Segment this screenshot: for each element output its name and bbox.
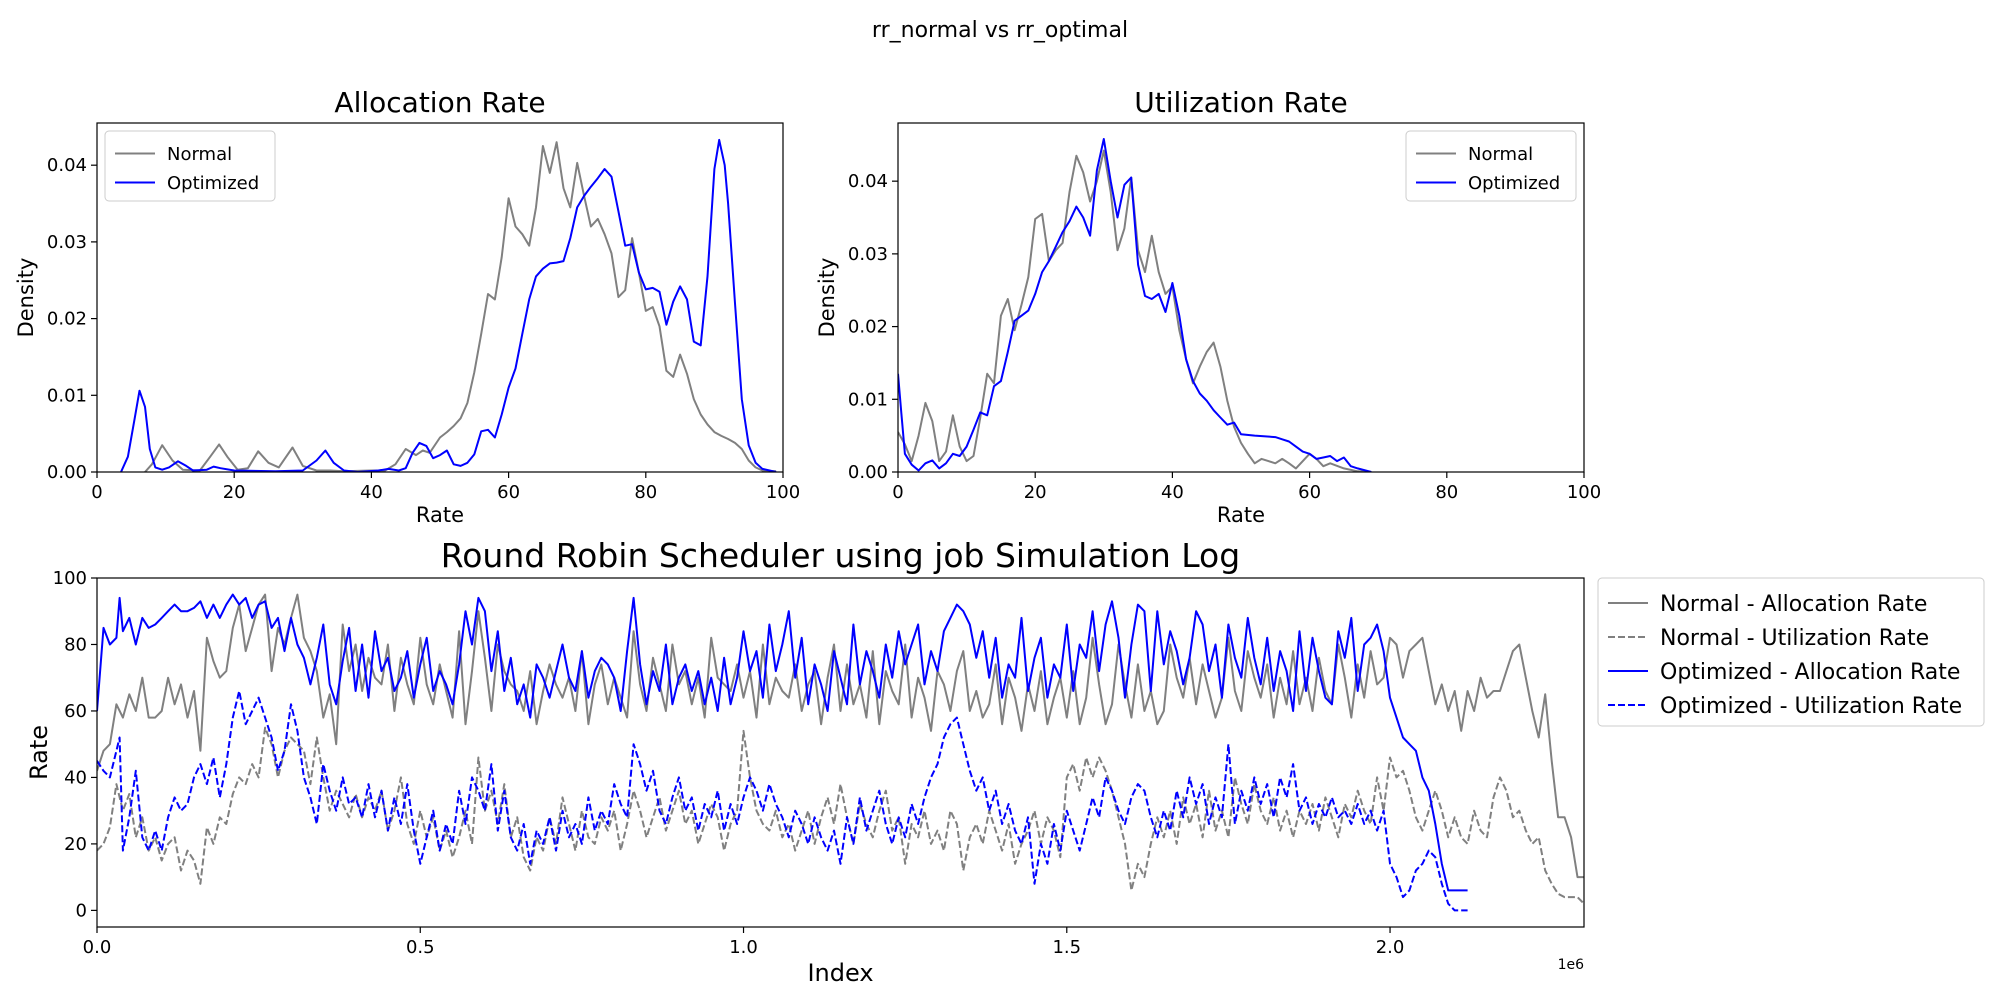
y-tick-label: 80 <box>64 634 87 655</box>
legend-box <box>1597 577 1985 727</box>
x-tick-label: 20 <box>1024 482 1047 503</box>
x-tick-label: 60 <box>497 482 520 503</box>
axes-frame <box>897 122 1585 473</box>
x-tick-label: 0.5 <box>406 937 435 958</box>
y-tick-label: 0 <box>76 900 87 921</box>
x-axis-label: Index <box>807 959 873 987</box>
y-tick-label: 0.04 <box>47 155 87 176</box>
series-line-2 <box>898 138 1372 472</box>
x-axis-label: Rate <box>1217 503 1265 527</box>
legend-label: Normal - Utilization Rate <box>1660 626 1929 651</box>
chart-title: Round Robin Scheduler using job Simulati… <box>441 536 1240 575</box>
legend-label: Normal - Allocation Rate <box>1660 592 1927 617</box>
x-tick-label: 1.5 <box>1052 937 1081 958</box>
y-tick-label: 60 <box>64 701 87 722</box>
series-line-2 <box>97 726 1584 905</box>
y-axis-label: Rate <box>25 725 53 780</box>
chart-title: Allocation Rate <box>334 86 545 119</box>
y-tick-label: 0.04 <box>848 171 888 192</box>
axes-frame <box>96 122 784 473</box>
x-tick-label: 100 <box>1567 482 1601 503</box>
x-tick-label: 100 <box>766 482 800 503</box>
chart-panel-3: 0.0 0.5 1.0 1.5 2.0 0 20 40 60 80 100 Round Robin S… <box>25 536 1985 987</box>
y-axis-label: Density <box>14 258 38 338</box>
x-tick-label: 2.0 <box>1376 937 1405 958</box>
legend-label: Normal <box>1468 144 1533 165</box>
x-tick-label: 80 <box>634 482 657 503</box>
y-tick-label: 0.03 <box>848 244 888 265</box>
x-tick-label: 80 <box>1435 482 1458 503</box>
series-line-4 <box>97 690 1468 912</box>
x-tick-label: 0 <box>91 482 102 503</box>
chart-title: Utilization Rate <box>1134 86 1347 119</box>
x-tick-label: 1.0 <box>729 937 758 958</box>
legend-label: Optimized - Utilization Rate <box>1660 694 1962 719</box>
suptitle: rr_normal vs rr_optimal <box>872 18 1128 43</box>
x-tick-label: 20 <box>223 482 246 503</box>
y-tick-label: 0.01 <box>848 389 888 410</box>
x-tick-label: 40 <box>1161 482 1184 503</box>
axes-frame <box>96 577 1585 928</box>
y-tick-label: 0.03 <box>47 232 87 253</box>
x-scale-offset-label: 1e6 <box>1558 957 1585 973</box>
series-line-1 <box>144 141 777 472</box>
legend: Normal Optimized <box>104 130 276 202</box>
series-line-3 <box>97 593 1468 892</box>
y-tick-label: 40 <box>64 767 87 788</box>
y-tick-label: 20 <box>64 834 87 855</box>
x-tick-label: 40 <box>360 482 383 503</box>
y-tick-label: 0.00 <box>848 462 888 483</box>
series-line-2 <box>120 138 777 472</box>
x-tick-label: 0 <box>892 482 903 503</box>
y-axis-label: Density <box>815 258 839 338</box>
y-tick-label: 0.01 <box>47 385 87 406</box>
legend: Normal Optimized <box>1405 130 1577 202</box>
chart-panel-2: 0 20 40 60 80 100 0.00 0.01 0.02 0.03 0.04 Utilizat… <box>815 86 1601 527</box>
y-tick-label: 0.02 <box>47 309 87 330</box>
series-line-1 <box>898 149 1372 472</box>
legend-label: Optimized <box>1468 173 1560 194</box>
legend-label: Optimized <box>167 173 259 194</box>
chart-panel-1: 0 20 40 60 80 100 0.00 0.01 0.02 0.03 0.04 Allocati… <box>14 86 800 527</box>
y-tick-label: 0.02 <box>848 317 888 338</box>
y-tick-label: 100 <box>53 568 87 589</box>
legend-label: Optimized - Allocation Rate <box>1660 660 1960 685</box>
y-tick-label: 0.00 <box>47 462 87 483</box>
x-axis-label: Rate <box>416 503 464 527</box>
legend: Normal - Allocation Rate Normal - Utiliza… <box>1597 577 1985 727</box>
legend-label: Normal <box>167 144 232 165</box>
x-tick-label: 0.0 <box>83 937 112 958</box>
x-tick-label: 60 <box>1298 482 1321 503</box>
